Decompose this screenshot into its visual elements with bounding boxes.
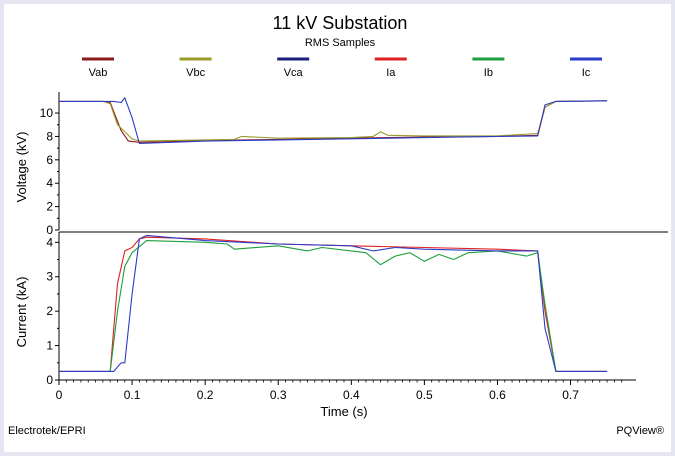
voltage-y-tick-label: 4 xyxy=(46,176,53,190)
legend-label-ib: Ib xyxy=(484,67,493,79)
legend-label-vbc: Vbc xyxy=(186,67,205,79)
voltage-y-tick-label: 2 xyxy=(46,200,53,214)
current-y-tick-label: 2 xyxy=(46,304,53,318)
footer-left-text: Electrotek/EPRI xyxy=(8,425,86,437)
voltage-y-tick-label: 10 xyxy=(40,106,54,120)
current-y-axis-label: Current (kA) xyxy=(14,277,29,348)
x-tick-label: 0.4 xyxy=(343,388,360,402)
legend-label-vca: Vca xyxy=(284,67,304,79)
current-y-tick-label: 3 xyxy=(46,270,53,284)
x-tick-label: 0.5 xyxy=(416,388,433,402)
x-tick-label: 0.2 xyxy=(197,388,214,402)
footer-right-text: PQView® xyxy=(616,425,664,437)
series-line-ic xyxy=(59,234,608,372)
x-tick-label: 0.1 xyxy=(124,388,141,402)
series-line-vca xyxy=(59,97,608,145)
legend-label-vab: Vab xyxy=(89,67,108,79)
chart-frame: 11 kV Substation RMS Samples Vab Vbc Vca Ia… xyxy=(4,4,671,452)
x-tick-label: 0.7 xyxy=(562,388,579,402)
x-axis-label: Time (s) xyxy=(320,404,367,419)
chart-subtitle: RMS Samples xyxy=(305,37,376,49)
series-line-vbc xyxy=(59,100,608,142)
voltage-y-tick-label: 6 xyxy=(46,153,53,167)
current-y-tick-label: 0 xyxy=(46,373,53,387)
voltage-y-axis-label: Voltage (kV) xyxy=(14,132,29,203)
current-y-tick-label: 4 xyxy=(46,235,53,249)
chart-title: 11 kV Substation xyxy=(273,13,408,33)
x-tick-label: 0.6 xyxy=(489,388,506,402)
voltage-panel: 0 2 4 6 8 10 Voltage (kV) xyxy=(14,92,608,237)
voltage-y-tick-label: 8 xyxy=(46,129,53,143)
legend: Vab Vbc Vca Ia Ib Ic xyxy=(82,57,602,79)
legend-label-ic: Ic xyxy=(582,67,591,79)
current-panel: 0 1 2 3 4 Current (kA) xyxy=(14,232,608,387)
x-axis: 0 0.1 0.2 0.3 0.4 0.5 0.6 0.7 xyxy=(56,379,636,402)
plot-area: 0 2 4 6 8 10 Voltage (kV) 0 1 2 3 4 Current (kA) 0 0.1… xyxy=(14,92,668,402)
series-line-ia xyxy=(59,236,608,372)
x-tick-label: 0.3 xyxy=(270,388,287,402)
voltage-y-tick-label: 0 xyxy=(46,223,53,237)
legend-label-ia: Ia xyxy=(386,67,396,79)
chart-canvas: 11 kV Substation RMS Samples Vab Vbc Vca Ia… xyxy=(8,13,668,437)
x-tick-label: 0 xyxy=(56,388,63,402)
current-y-tick-label: 1 xyxy=(46,339,53,353)
series-line-ib xyxy=(59,240,608,372)
